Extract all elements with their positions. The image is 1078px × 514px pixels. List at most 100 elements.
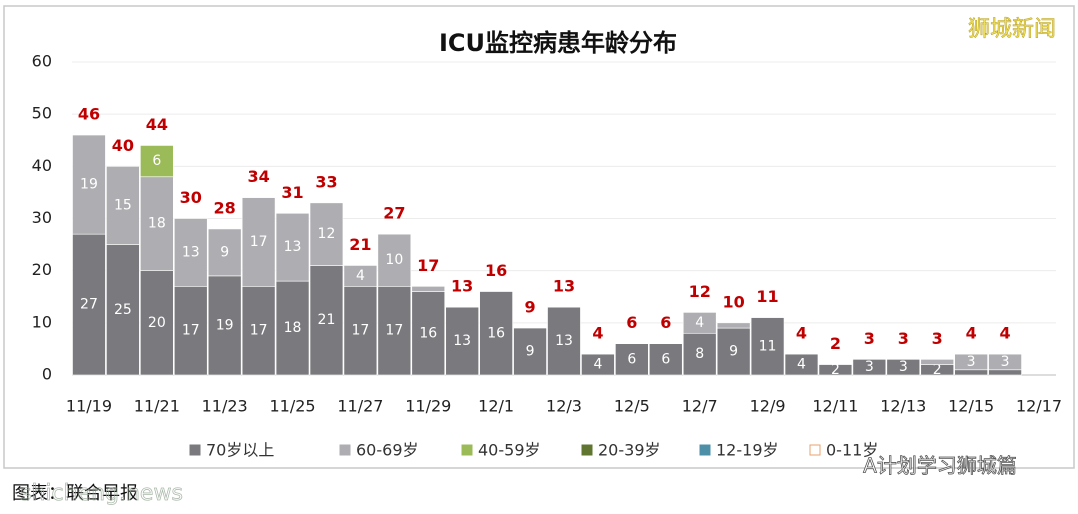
bar-segment	[275, 212, 310, 282]
x-tick-label: 11/25	[269, 397, 315, 416]
total-label: 13	[451, 277, 473, 296]
total-label: 21	[349, 235, 371, 254]
total-label: 31	[281, 183, 303, 202]
segment-label: 18	[148, 216, 166, 232]
bar-segment	[513, 327, 547, 376]
total-label: 16	[485, 261, 507, 280]
x-tick-label: 12/11	[812, 397, 858, 416]
bar-segment	[241, 197, 276, 287]
segment-label: 17	[250, 323, 268, 339]
segment-label: 19	[216, 317, 234, 333]
segment-label: 3	[865, 359, 874, 375]
segment-label: 8	[695, 346, 704, 362]
source: 图表：联合早报	[12, 483, 138, 504]
bar-segment	[784, 353, 819, 376]
segment-label: 13	[453, 333, 471, 349]
segment-label: 4	[356, 268, 365, 284]
legend-swatch	[189, 444, 201, 456]
legend-swatch	[581, 444, 593, 456]
bar-segment	[140, 270, 174, 376]
x-tick-label: 11/29	[405, 397, 451, 416]
total-label: 13	[553, 277, 575, 296]
bar-segment	[140, 145, 174, 178]
segment-label: 21	[318, 312, 336, 328]
bar-segment	[818, 364, 853, 376]
bar-segment	[343, 265, 378, 287]
segment-label: 4	[797, 357, 806, 373]
bar-segment	[615, 343, 649, 376]
bar-segment	[173, 286, 208, 376]
y-tick-label: 50	[32, 104, 52, 123]
segment-label: 16	[487, 325, 505, 341]
bar-segment	[988, 369, 1022, 376]
bar-segment	[852, 359, 887, 376]
segment-label: 17	[351, 323, 369, 339]
total-label: 33	[315, 172, 337, 191]
legend-swatch	[809, 444, 821, 456]
bar-segment	[173, 218, 208, 287]
x-tick-label: 11/27	[337, 397, 383, 416]
total-label: 11	[756, 287, 778, 306]
legend-swatch	[699, 444, 711, 456]
segment-label: 25	[114, 302, 132, 318]
y-tick-label: 40	[32, 156, 52, 175]
total-label: 10	[723, 292, 745, 311]
total-label: 6	[626, 313, 637, 332]
chart-title: ICU监控病患年龄分布	[439, 29, 677, 57]
segment-label: 3	[899, 359, 908, 375]
bar-segment	[207, 275, 242, 376]
bar-segment	[920, 359, 954, 365]
legend-swatch	[339, 444, 351, 456]
legend-swatch	[461, 444, 473, 456]
bar-segment	[343, 286, 378, 376]
segment-label: 16	[419, 325, 437, 341]
legend-label: 60-69岁	[356, 441, 419, 460]
bar-segment	[547, 306, 581, 376]
segment-label: 12	[318, 226, 336, 242]
bar-segment	[72, 233, 106, 376]
x-tick-label: 11/19	[66, 397, 112, 416]
segment-label: 10	[385, 252, 403, 268]
total-label: 6	[660, 313, 671, 332]
bar-segment	[106, 166, 140, 245]
legend-label: 0-11岁	[826, 441, 878, 460]
bar-segment	[682, 332, 717, 376]
total-label: 46	[78, 105, 100, 124]
watermark: 狮城新闻	[968, 17, 1056, 42]
x-tick-label: 11/23	[202, 397, 248, 416]
total-label: 3	[932, 329, 943, 348]
segment-label: 15	[114, 197, 132, 213]
total-label: 17	[417, 256, 439, 275]
segment-label: 4	[593, 357, 602, 373]
segment-label: 4	[695, 315, 704, 331]
total-label: 28	[214, 198, 236, 217]
bar-segment	[954, 369, 988, 376]
x-tick-label: 12/15	[948, 397, 994, 416]
bar-segment	[411, 291, 446, 376]
bar-segment	[275, 280, 310, 376]
bar-segment	[716, 322, 751, 329]
total-label: 4	[592, 324, 603, 343]
bar-segment	[954, 353, 988, 371]
total-label: 44	[146, 115, 168, 134]
bar-segment	[445, 306, 479, 376]
bar-segment	[207, 228, 242, 277]
bar-segment	[309, 202, 344, 266]
legend-label: 70岁以上	[206, 441, 274, 460]
x-tick-label: 12/17	[1016, 397, 1062, 416]
y-tick-label: 10	[32, 312, 52, 331]
segment-label: 17	[182, 323, 200, 339]
bar-segment	[750, 317, 785, 376]
y-tick-label: 0	[42, 365, 52, 384]
segment-label: 20	[148, 315, 166, 331]
bar-segment	[140, 176, 174, 271]
total-label: 4	[966, 324, 977, 343]
bar-segment	[106, 244, 140, 376]
x-tick-label: 12/9	[750, 397, 786, 416]
total-label: 27	[383, 204, 405, 223]
segment-label: 6	[661, 351, 670, 367]
bar-segment	[377, 233, 412, 287]
x-tick-label: 12/1	[478, 397, 514, 416]
segment-label: 6	[152, 153, 161, 169]
segment-label: 2	[831, 362, 840, 378]
